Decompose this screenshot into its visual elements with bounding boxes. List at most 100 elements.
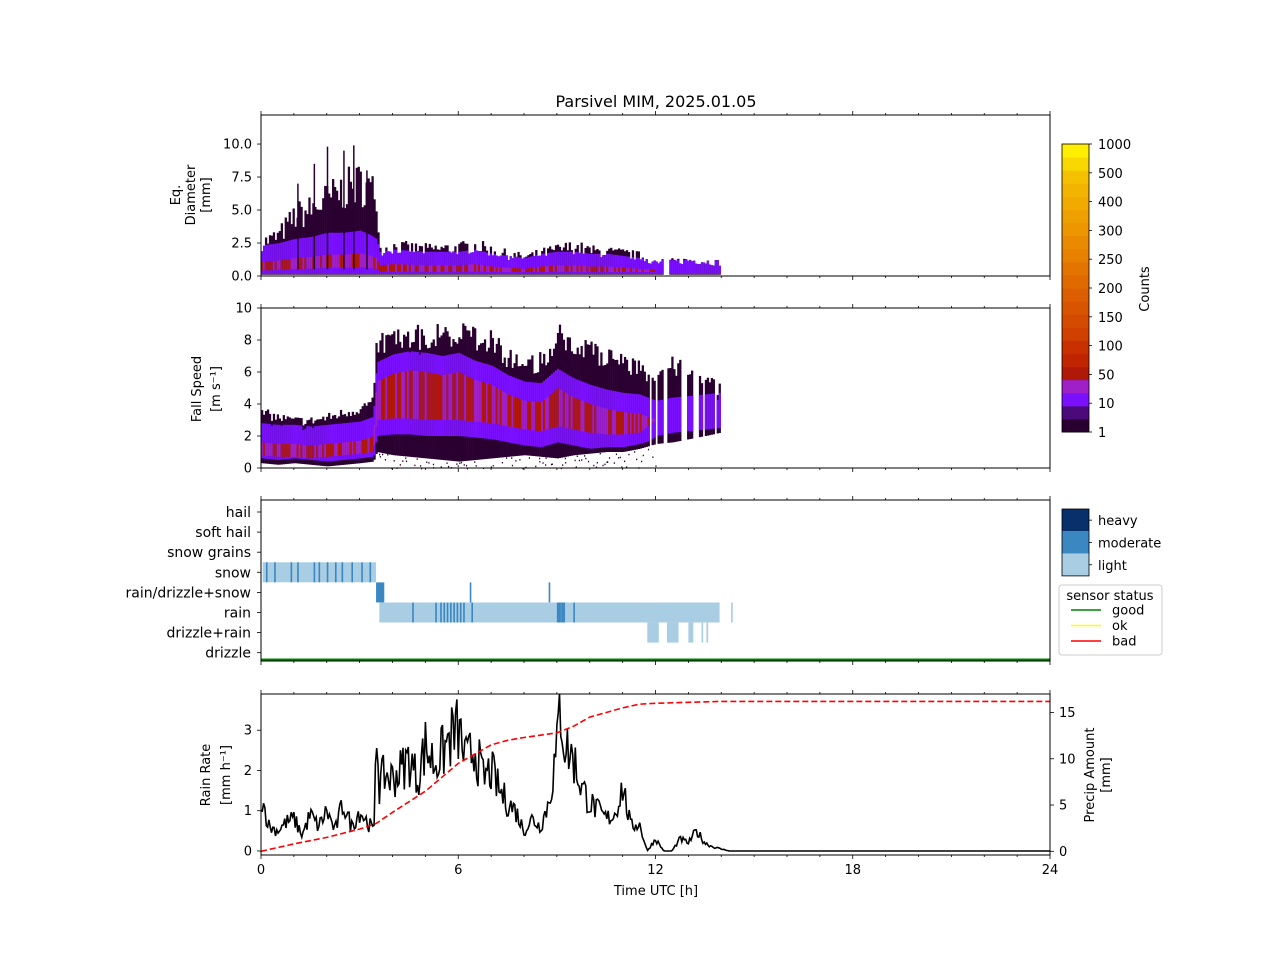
fallspeed-cell <box>511 395 514 428</box>
diameter-cell <box>483 265 487 272</box>
diameter-cell <box>651 269 654 273</box>
fallspeed-cell <box>359 440 362 454</box>
fallspeed-cell <box>430 373 433 420</box>
ptype-moderate-mark <box>361 562 363 583</box>
fallspeed-drop <box>535 465 537 468</box>
fallspeed-drop <box>460 461 462 464</box>
diameter-cell <box>683 260 686 275</box>
diameter-cell <box>485 252 489 275</box>
fallspeed-cell <box>357 421 360 459</box>
ptype-label: snow grains <box>167 545 251 561</box>
diameter-cell <box>472 252 475 275</box>
diameter-peak <box>366 170 368 270</box>
diameter-cell <box>310 256 313 269</box>
diameter-cell <box>262 261 266 271</box>
fallspeed-cell <box>600 407 603 434</box>
diameter-cell <box>627 268 631 273</box>
fallspeed-cell <box>286 424 289 460</box>
diameter-cell <box>572 254 575 275</box>
diameter-cell <box>582 265 585 273</box>
diameter-cell <box>347 166 351 275</box>
diameter-cell <box>535 267 538 273</box>
fallspeed-cell <box>347 422 351 460</box>
fallspeed-cell <box>326 444 329 457</box>
ptype-segment <box>647 622 659 643</box>
fallspeed-cell <box>266 423 270 459</box>
diameter-cell <box>377 244 380 275</box>
fallspeed-cell <box>633 413 637 434</box>
diameter-cell <box>294 238 297 275</box>
fallspeed-cell <box>292 444 295 457</box>
diameter-cell <box>556 251 560 275</box>
fallspeed-cell <box>341 442 345 456</box>
fallspeed-cell <box>547 396 550 430</box>
ptype-moderate-mark <box>412 602 414 623</box>
intensity-legend: heavy moderate light <box>1061 508 1161 577</box>
diameter-cell <box>442 251 445 275</box>
diameter-cell <box>320 255 323 269</box>
ptype-moderate-mark <box>453 602 455 623</box>
diameter-cell <box>436 265 439 272</box>
diameter-cell <box>363 232 366 275</box>
ptype-label: drizzle <box>205 646 251 662</box>
diameter-cell <box>675 260 678 275</box>
diameter-cell <box>487 255 491 275</box>
diameter-cell <box>588 266 591 273</box>
intensity-label: heavy <box>1098 514 1138 529</box>
fallspeed-cell <box>395 373 398 419</box>
fallspeed-cell <box>391 374 394 419</box>
diameter-cell <box>470 252 473 275</box>
diameter-cell <box>345 232 349 275</box>
diameter-cell <box>594 253 597 275</box>
fallspeed-drop <box>634 451 636 453</box>
diameter-cell <box>479 264 483 272</box>
diameter-cell <box>493 254 497 275</box>
fallspeed-cell <box>578 399 581 431</box>
fallspeed-drop <box>593 464 595 467</box>
fallspeed-cell <box>351 441 355 455</box>
fallspeed-cell <box>316 445 319 458</box>
rainrate-ylabel-2: [mm h⁻¹] <box>219 745 234 805</box>
colorbar-swatch <box>1062 235 1089 250</box>
diameter-cell <box>639 268 642 273</box>
fallspeed-cell <box>472 378 475 422</box>
diameter-cell <box>349 231 353 275</box>
diameter-cell <box>545 255 548 275</box>
diameter-cell <box>596 266 599 273</box>
colorbar-tick-label: 250 <box>1098 253 1123 268</box>
diameter-cell <box>541 266 544 273</box>
diameter-cell <box>367 255 370 268</box>
fall-speed-panel: Fall Speed [m s⁻¹] 0 2 4 6 8 10 <box>190 302 1051 477</box>
colorbar-swatch <box>1062 261 1089 276</box>
diameter-cell <box>614 267 617 273</box>
diameter-ytick-label: 10.0 <box>223 138 252 153</box>
diameter-cell <box>608 254 611 275</box>
fallspeed-cell <box>503 392 506 426</box>
diameter-cell <box>619 255 623 275</box>
fallspeed-cell <box>420 371 424 420</box>
fallspeed-drop <box>474 461 476 463</box>
fallspeed-drop <box>607 461 609 463</box>
diameter-cell <box>560 251 564 275</box>
fallspeed-cell <box>298 425 301 459</box>
diameter-cell <box>430 251 433 275</box>
diameter-cell <box>604 266 607 273</box>
fallspeed-cell <box>521 399 524 430</box>
colorbar-swatch <box>1062 327 1089 341</box>
fallspeed-cell <box>410 370 414 419</box>
diameter-cell <box>653 260 656 275</box>
fallspeed-cell <box>318 444 321 458</box>
diameter-cell <box>264 261 268 271</box>
diameter-cell <box>466 250 469 275</box>
counts-colorbar: Counts 1 10 50 100 150 200 250 300 400 500 1000 <box>1061 138 1153 441</box>
diameter-cell <box>420 265 424 272</box>
diameter-cell <box>446 251 449 275</box>
colorbar-tick-label: 100 <box>1098 340 1123 355</box>
diameter-cell <box>479 251 483 275</box>
diameter-cell <box>462 251 465 275</box>
diameter-cell <box>481 265 485 272</box>
fallspeed-cell <box>316 425 319 461</box>
diameter-cell <box>432 251 435 275</box>
diameter-cell <box>584 253 587 275</box>
fallspeed-cell <box>438 374 441 420</box>
